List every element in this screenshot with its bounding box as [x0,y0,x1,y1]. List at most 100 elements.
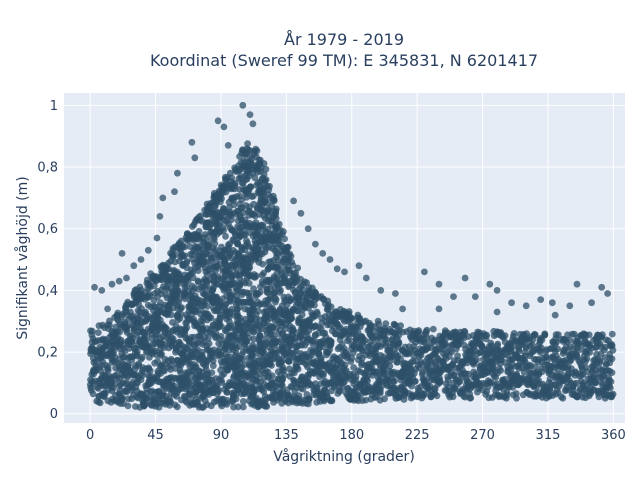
data-point [211,240,219,248]
data-point [486,280,494,288]
data-point [110,348,118,356]
data-point [362,274,370,282]
x-tick-label: 360 [601,428,626,443]
data-point [257,325,265,333]
data-point [147,388,154,396]
data-point [537,296,545,303]
data-point [234,403,242,411]
data-point [609,390,617,398]
data-point [508,299,515,307]
data-point [341,268,348,276]
data-point [174,169,181,177]
data-point [313,384,321,391]
x-tick-label: 0 [86,428,94,443]
data-point [604,290,611,297]
data-point [392,290,399,297]
data-point [209,362,217,370]
data-point [130,262,138,270]
data-point [202,297,210,304]
data-point [262,165,270,173]
data-point [183,324,191,331]
data-point [281,235,288,243]
data-point [96,399,104,407]
data-point [607,384,614,392]
y-tick-label: 1 [50,99,58,114]
data-point [348,315,356,322]
data-point [239,403,247,411]
data-point [395,339,403,347]
data-point [240,231,248,239]
data-point [287,315,295,323]
data-point [223,389,231,396]
data-point [239,209,247,217]
data-point [272,298,279,306]
data-point [191,388,199,396]
data-point [106,373,114,380]
data-point [279,382,286,389]
data-point [173,403,181,411]
data-point [541,331,549,339]
data-point [304,225,312,233]
data-point [144,246,152,254]
data-point [473,356,480,364]
data-point [608,369,616,376]
data-point [290,197,297,205]
data-point [236,343,243,350]
data-point [320,370,327,378]
data-point [245,289,253,297]
data-point [254,307,262,315]
data-point [461,274,469,282]
data-point [450,293,457,300]
data-point [493,308,501,316]
data-point [250,366,258,374]
y-tick-label: 0,2 [37,346,58,361]
data-point [399,305,406,313]
data-point [270,197,278,205]
data-point [608,355,616,363]
data-point [118,395,126,403]
data-point [573,280,581,288]
data-point [217,332,225,340]
data-point [94,329,102,336]
data-point [191,154,199,162]
data-points [86,101,617,411]
data-point [260,171,268,178]
data-point [376,388,384,396]
x-axis-title: Vågriktning (grader) [273,448,415,465]
data-point [294,264,302,272]
data-point [220,224,227,232]
data-point [143,332,151,340]
data-point [171,188,178,196]
x-tick-label: 135 [274,428,299,443]
data-point [246,264,254,271]
data-point [391,377,398,385]
data-point [212,330,220,337]
data-point [186,390,193,398]
y-tick-label: 0 [50,407,58,422]
data-point [548,299,556,307]
data-point [327,303,335,311]
data-point [171,251,179,259]
data-point [239,101,247,109]
data-point [238,351,246,359]
data-point [156,213,164,220]
data-point [247,183,255,191]
data-point [215,387,222,395]
y-axis-title: Signifikant våghöjd (m) [14,176,31,339]
data-point [559,394,567,402]
x-tick-label: 315 [536,428,561,443]
data-point [246,111,254,118]
data-point [239,398,247,405]
data-point [220,123,228,131]
data-point [435,305,443,313]
data-point [222,232,229,240]
data-point [167,311,175,319]
data-point [277,287,284,294]
data-point [268,362,275,369]
data-point [249,120,257,128]
data-point [294,365,302,373]
data-point [256,288,264,296]
data-point [88,327,96,335]
data-point [299,385,307,393]
data-point [578,371,586,379]
